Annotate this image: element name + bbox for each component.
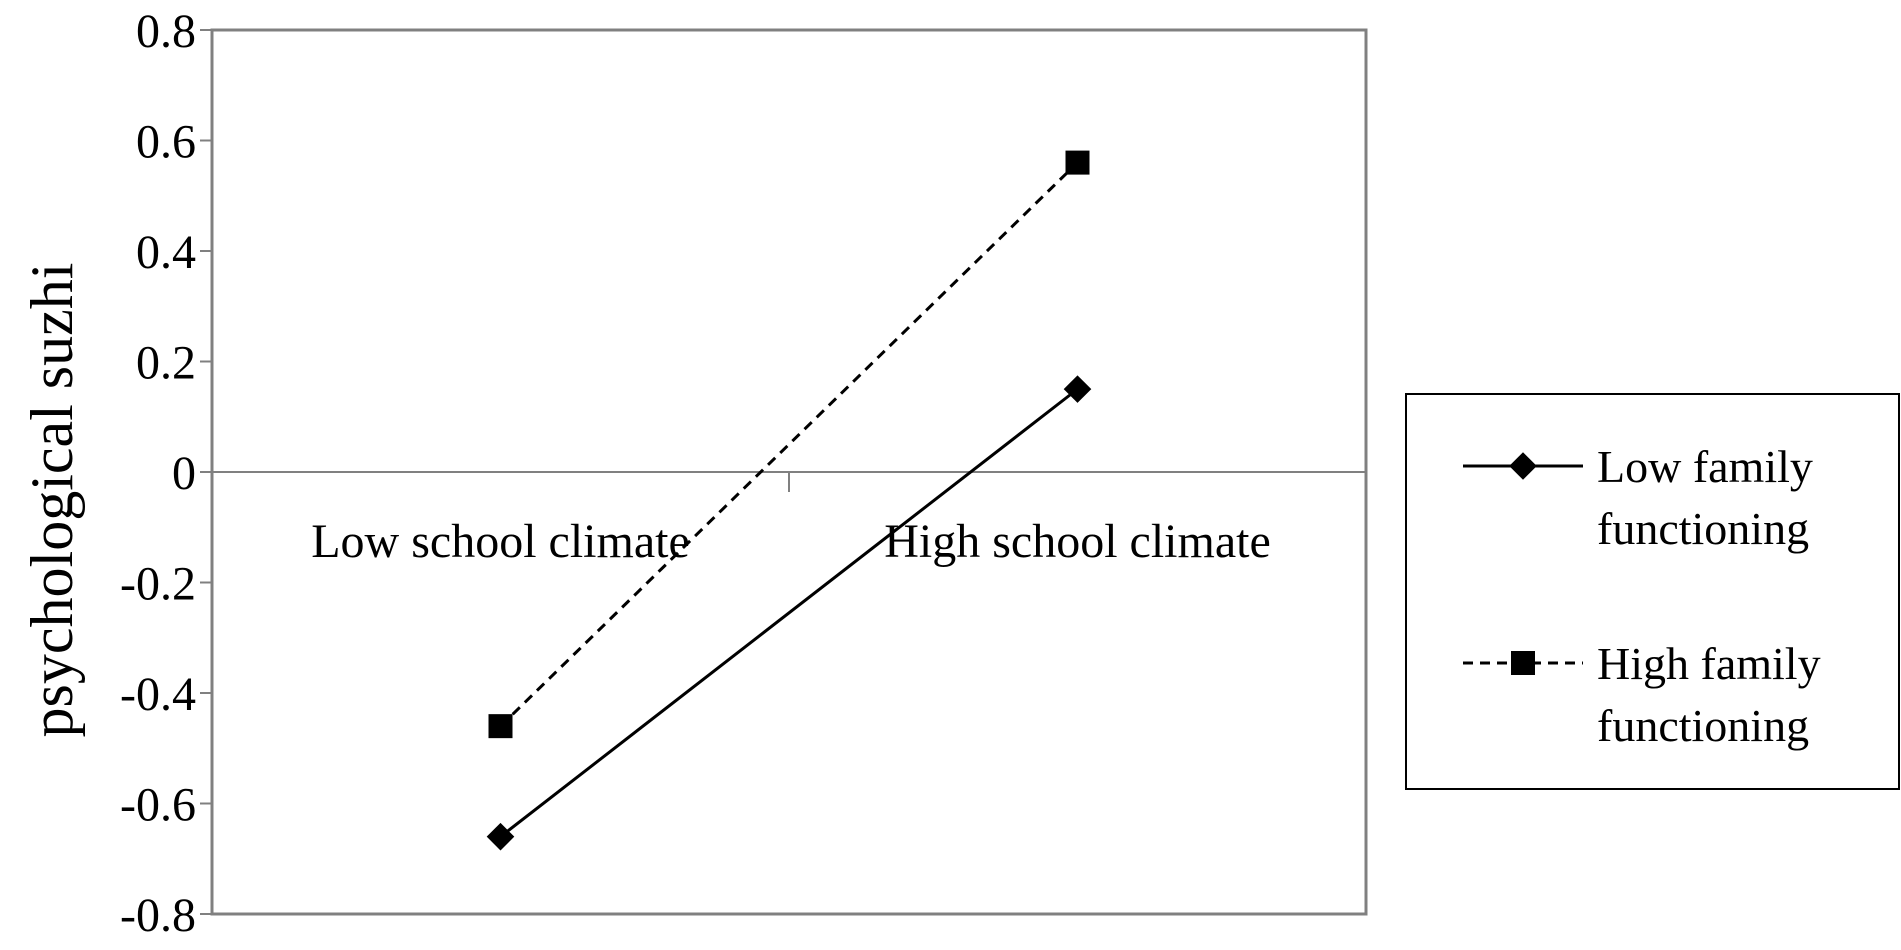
data-point-diamond bbox=[1063, 375, 1092, 403]
series-line-1 bbox=[499, 387, 1079, 838]
series-line-2 bbox=[499, 161, 1079, 728]
data-point-diamond bbox=[486, 822, 515, 851]
x-axis: Low school climate High school climate bbox=[211, 471, 1367, 568]
y-tick-label: -0.8 bbox=[120, 889, 196, 942]
legend-label: Low family bbox=[1597, 441, 1813, 492]
y-axis-label: psychological suzhi bbox=[19, 263, 85, 738]
data-point-square bbox=[1065, 150, 1090, 175]
legend-marker-2 bbox=[1511, 651, 1535, 675]
legend: Low family functioning High family function… bbox=[1405, 393, 1900, 790]
x-category-label: High school climate bbox=[884, 515, 1271, 568]
y-tick-label: 0.6 bbox=[136, 116, 196, 169]
y-tick-label: -0.2 bbox=[120, 558, 196, 611]
y-tick-label: -0.6 bbox=[120, 779, 196, 832]
y-tick-label: 0.8 bbox=[136, 5, 196, 58]
y-tick-label: 0.2 bbox=[136, 337, 196, 390]
data-point-square bbox=[488, 714, 513, 739]
y-tick-label: 0 bbox=[172, 447, 196, 500]
y-tick-label: 0.4 bbox=[136, 226, 196, 279]
legend-label: functioning bbox=[1597, 700, 1809, 751]
series-layer bbox=[486, 150, 1092, 851]
legend-marker-1 bbox=[1509, 452, 1537, 480]
y-tick-label: -0.4 bbox=[120, 668, 196, 721]
legend-box bbox=[1405, 393, 1900, 790]
legend-label: functioning bbox=[1597, 503, 1809, 554]
y-axis-ticks: 0.8 0.6 0.4 0.2 0 -0.2 -0.4 -0.6 -0.8 bbox=[120, 5, 212, 942]
x-category-label: Low school climate bbox=[311, 515, 690, 568]
legend-label: High family bbox=[1597, 638, 1821, 689]
